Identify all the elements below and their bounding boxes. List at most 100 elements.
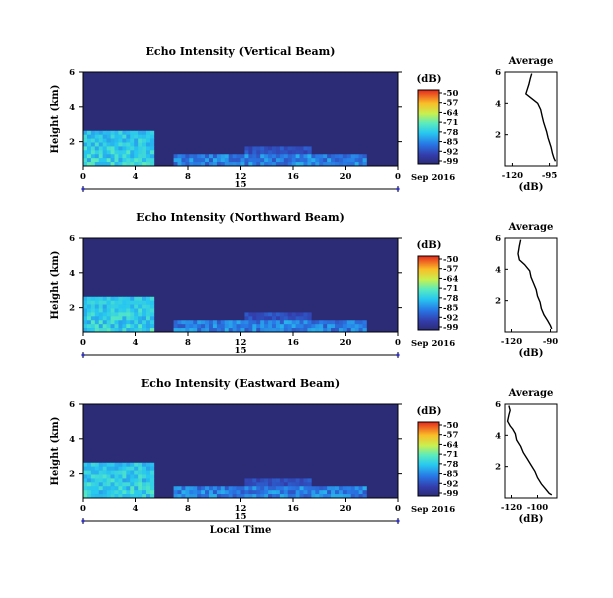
heatmap-cell xyxy=(264,312,269,317)
heatmap-cell xyxy=(224,158,229,163)
heatmap-cell xyxy=(240,490,245,495)
heatmap-cell xyxy=(272,320,277,325)
heatmap-cell xyxy=(291,324,296,329)
heatmap-cell xyxy=(138,162,143,167)
heatmap-cell xyxy=(295,478,300,483)
heatmap-cell xyxy=(338,328,344,333)
heatmap-cell xyxy=(138,312,143,317)
heatmap-cell xyxy=(307,482,312,487)
heatmap-cell xyxy=(106,474,111,479)
profile-x-tick-label: -90 xyxy=(543,337,558,347)
heatmap-cell xyxy=(319,162,324,167)
heatmap-cell xyxy=(110,138,115,143)
heatmap-cell xyxy=(138,154,143,159)
heatmap-cell xyxy=(228,490,233,495)
x-tick-label: 20 xyxy=(340,338,352,348)
heatmap-cell xyxy=(94,308,100,313)
heatmap-cell xyxy=(209,154,214,159)
heatmap-cell xyxy=(83,466,88,471)
heatmap-cell xyxy=(319,158,324,163)
date-marker xyxy=(396,187,400,191)
heatmap-cell xyxy=(122,146,127,151)
heatmap-cell xyxy=(346,494,352,499)
y-tick-label: 6 xyxy=(69,234,75,244)
heatmap-cell xyxy=(130,486,135,491)
heatmap-cell xyxy=(138,300,143,305)
heatmap-cell xyxy=(94,482,100,487)
heatmap-cell xyxy=(201,328,206,333)
heatmap-cell xyxy=(228,162,233,167)
heatmap-cell xyxy=(272,312,277,317)
heatmap-cell xyxy=(216,494,222,499)
heatmap-cell xyxy=(98,296,103,301)
heatmap-cell xyxy=(362,158,367,163)
heatmap-cell xyxy=(283,150,289,155)
heatmap-cell xyxy=(173,162,178,167)
heatmap-cell xyxy=(177,158,182,163)
heatmap-cell xyxy=(138,482,143,487)
heatmap-cell xyxy=(83,138,88,143)
heatmap-cell xyxy=(193,162,198,167)
heatmap-cell xyxy=(272,146,277,151)
heatmap-cell xyxy=(216,486,222,491)
heatmap-cell xyxy=(197,490,202,495)
heatmap-cell xyxy=(134,300,139,305)
heatmap-cell xyxy=(134,328,139,333)
heatmap-cell xyxy=(149,328,155,333)
heatmap-cell xyxy=(146,134,151,139)
heatmap-cell xyxy=(114,320,119,325)
heatmap-cell xyxy=(311,490,316,495)
heatmap-cell xyxy=(303,320,308,325)
heatmap-cell xyxy=(138,470,143,475)
heatmap-cell xyxy=(283,482,289,487)
heatmap-cell xyxy=(90,474,96,479)
heatmap-cell xyxy=(146,162,151,167)
heatmap-cell xyxy=(303,478,308,483)
heatmap-cell xyxy=(138,150,143,155)
x-tick-label: 0 xyxy=(80,172,86,182)
heatmap-cell xyxy=(90,490,96,495)
heatmap-cell xyxy=(114,328,119,333)
heatmap-cell xyxy=(134,142,139,147)
heatmap-cell xyxy=(94,162,100,167)
heatmap-cell xyxy=(350,328,355,333)
heatmap-cell xyxy=(252,482,257,487)
heatmap-cell xyxy=(193,486,198,491)
heatmap-cell xyxy=(110,470,115,475)
heatmap-cell xyxy=(142,304,147,309)
heatmap-cell xyxy=(275,154,281,159)
heatmap-cell xyxy=(106,470,111,475)
heatmap-cell xyxy=(220,158,226,163)
heatmap-cell xyxy=(122,304,127,309)
heatmap-cell xyxy=(126,146,131,151)
heatmap-cell xyxy=(90,304,96,309)
heatmap-cell xyxy=(110,162,115,167)
heatmap-cell xyxy=(185,162,190,167)
heatmap-cell xyxy=(331,494,336,499)
heatmap-cell xyxy=(220,162,226,167)
heatmap-cell xyxy=(268,478,273,483)
heatmap-cell xyxy=(201,486,206,491)
heatmap-cell xyxy=(220,154,226,159)
heatmap-cell xyxy=(90,134,96,139)
heatmap-cell xyxy=(106,316,111,321)
heatmap-cell xyxy=(350,486,355,491)
profile-frame xyxy=(504,71,558,167)
heatmap-cell xyxy=(90,146,96,151)
heatmap-cell xyxy=(142,466,147,471)
heatmap-cell xyxy=(331,154,336,159)
x-tick-label: 4 xyxy=(133,338,139,348)
heatmap-cell xyxy=(197,328,202,333)
heatmap-cell xyxy=(110,328,115,333)
heatmap-cell xyxy=(295,324,300,329)
heatmap-cell xyxy=(311,158,316,163)
profile-x-tick-label: -120 xyxy=(501,337,522,347)
heatmap-cell xyxy=(358,494,363,499)
heatmap-cell xyxy=(275,328,281,333)
heatmap-cell xyxy=(283,162,289,167)
heatmap-cell xyxy=(130,474,135,479)
heatmap-cell xyxy=(138,320,143,325)
heatmap-cell xyxy=(346,158,352,163)
heatmap-cell xyxy=(90,482,96,487)
x-tick-label: 4 xyxy=(133,172,139,182)
